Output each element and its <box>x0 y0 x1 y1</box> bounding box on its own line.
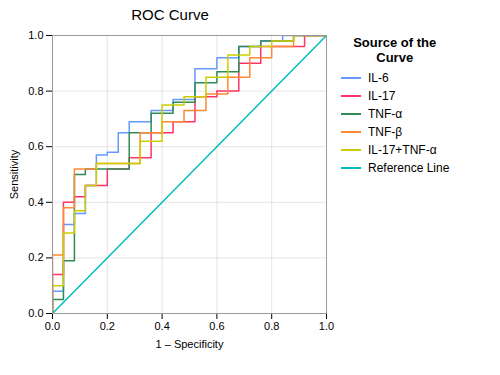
svg-text:0.6: 0.6 <box>28 140 43 152</box>
svg-text:0.0: 0.0 <box>28 307 43 319</box>
html-text:Reference Line: Reference Line <box>368 161 450 175</box>
svg-text:0.8: 0.8 <box>264 320 279 332</box>
html-text:IL-17+TNF-α: IL-17+TNF-α <box>368 143 437 157</box>
svg-text:Sensitivity: Sensitivity <box>8 149 20 199</box>
html-text:IL-6: IL-6 <box>368 71 389 85</box>
svg-text:0.2: 0.2 <box>28 251 43 263</box>
svg-text:0.4: 0.4 <box>154 320 169 332</box>
html-text:TNF-β: TNF-β <box>368 125 403 139</box>
svg-text:0.8: 0.8 <box>28 85 43 97</box>
html-text:TNF-α: TNF-α <box>368 107 403 121</box>
svg-text:0.0: 0.0 <box>45 320 60 332</box>
html-text:IL-17: IL-17 <box>368 89 396 103</box>
svg-text:1.0: 1.0 <box>319 320 334 332</box>
svg-text:0.4: 0.4 <box>28 196 43 208</box>
svg-text:1.0: 1.0 <box>28 29 43 41</box>
html-text:Source of the Curve: Source of the Curve <box>353 35 437 65</box>
svg-text:1 – Specificity: 1 – Specificity <box>156 338 224 350</box>
svg-text:0.2: 0.2 <box>100 320 115 332</box>
svg-text:0.6: 0.6 <box>209 320 224 332</box>
html-text:ROC Curve: ROC Curve <box>131 6 209 23</box>
